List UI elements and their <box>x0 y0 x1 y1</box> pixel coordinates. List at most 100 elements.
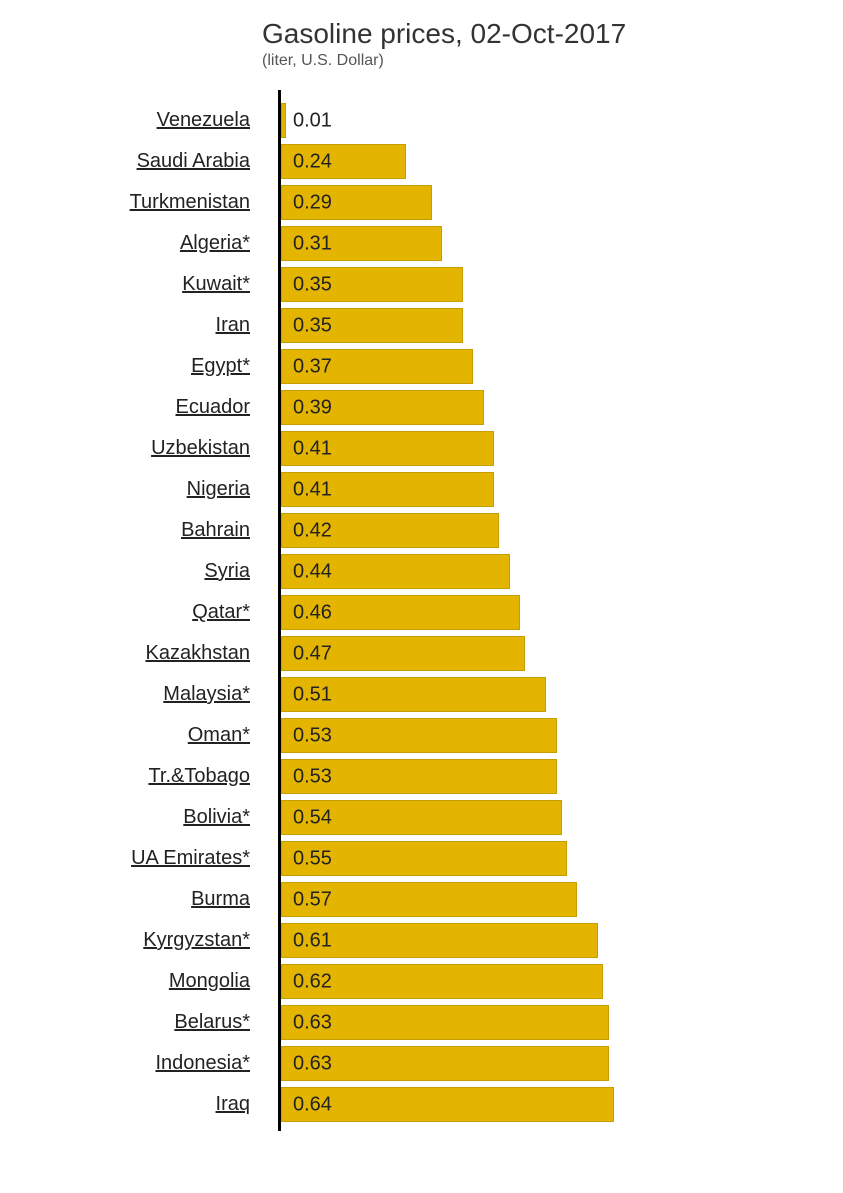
bar-value-label: 0.57 <box>293 888 332 911</box>
bar-value-label: 0.55 <box>293 847 332 870</box>
chart-row: Algeria* 0.31 <box>20 223 823 264</box>
chart-container: Gasoline prices, 02-Oct-2017 (liter, U.S… <box>0 0 843 1145</box>
row-label-cell: Belarus* <box>20 1011 268 1034</box>
row-label-cell: Ecuador <box>20 396 268 419</box>
bar-value-label: 0.31 <box>293 232 332 255</box>
bar-value-label: 0.63 <box>293 1052 332 1075</box>
chart-row: Kazakhstan 0.47 <box>20 633 823 674</box>
bar-cell: 0.41 <box>281 431 823 466</box>
country-link[interactable]: Oman* <box>188 724 250 746</box>
country-link[interactable]: Syria <box>204 560 250 582</box>
bar-value-label: 0.54 <box>293 806 332 829</box>
bar <box>281 103 286 138</box>
bar-cell: 0.35 <box>281 267 823 302</box>
country-link[interactable]: Iraq <box>216 1093 250 1115</box>
country-link[interactable]: Kuwait* <box>182 273 250 295</box>
row-label-cell: Qatar* <box>20 601 268 624</box>
bar-cell: 0.24 <box>281 144 823 179</box>
row-label-cell: Kyrgyzstan* <box>20 929 268 952</box>
chart-row: Ecuador 0.39 <box>20 387 823 428</box>
country-link[interactable]: Saudi Arabia <box>137 150 250 172</box>
country-link[interactable]: Ecuador <box>176 396 251 418</box>
chart-header: Gasoline prices, 02-Oct-2017 (liter, U.S… <box>262 18 823 70</box>
bar-cell: 0.63 <box>281 1005 823 1040</box>
country-link[interactable]: Indonesia* <box>155 1052 250 1074</box>
country-link[interactable]: Nigeria <box>187 478 250 500</box>
row-label-cell: Indonesia* <box>20 1052 268 1075</box>
row-label-cell: Oman* <box>20 724 268 747</box>
row-label-cell: Algeria* <box>20 232 268 255</box>
bar-cell: 0.29 <box>281 185 823 220</box>
country-link[interactable]: Malaysia* <box>163 683 250 705</box>
chart-row: Syria 0.44 <box>20 551 823 592</box>
country-link[interactable]: Turkmenistan <box>130 191 250 213</box>
chart-row: Indonesia* 0.63 <box>20 1043 823 1084</box>
row-label-cell: Iran <box>20 314 268 337</box>
bar-value-label: 0.53 <box>293 724 332 747</box>
row-label-cell: Turkmenistan <box>20 191 268 214</box>
chart-row: Nigeria 0.41 <box>20 469 823 510</box>
country-link[interactable]: Belarus* <box>174 1011 250 1033</box>
row-label-cell: Nigeria <box>20 478 268 501</box>
bar-value-label: 0.35 <box>293 273 332 296</box>
row-label-cell: Egypt* <box>20 355 268 378</box>
country-link[interactable]: Mongolia <box>169 970 250 992</box>
row-label-cell: Uzbekistan <box>20 437 268 460</box>
country-link[interactable]: Bolivia* <box>183 806 250 828</box>
chart-row: Uzbekistan 0.41 <box>20 428 823 469</box>
bar-value-label: 0.42 <box>293 519 332 542</box>
row-label-cell: Mongolia <box>20 970 268 993</box>
bar-cell: 0.62 <box>281 964 823 999</box>
row-label-cell: Tr.&Tobago <box>20 765 268 788</box>
country-link[interactable]: Tr.&Tobago <box>148 765 250 787</box>
row-label-cell: Malaysia* <box>20 683 268 706</box>
bar-value-label: 0.35 <box>293 314 332 337</box>
country-link[interactable]: Algeria* <box>180 232 250 254</box>
chart-row: Turkmenistan 0.29 <box>20 182 823 223</box>
row-label-cell: Bolivia* <box>20 806 268 829</box>
chart-row: Tr.&Tobago 0.53 <box>20 756 823 797</box>
bar-cell: 0.54 <box>281 800 823 835</box>
chart-row: Qatar* 0.46 <box>20 592 823 633</box>
row-label-cell: Kuwait* <box>20 273 268 296</box>
country-link[interactable]: Bahrain <box>181 519 250 541</box>
chart-row: Kyrgyzstan* 0.61 <box>20 920 823 961</box>
bar-value-label: 0.46 <box>293 601 332 624</box>
bar-value-label: 0.61 <box>293 929 332 952</box>
country-link[interactable]: Qatar* <box>192 601 250 623</box>
chart-row: Bahrain 0.42 <box>20 510 823 551</box>
chart-row: Oman* 0.53 <box>20 715 823 756</box>
country-link[interactable]: Iran <box>216 314 250 336</box>
bar-cell: 0.47 <box>281 636 823 671</box>
bar-value-label: 0.47 <box>293 642 332 665</box>
chart-row: UA Emirates* 0.55 <box>20 838 823 879</box>
chart-row: Burma 0.57 <box>20 879 823 920</box>
bar-cell: 0.01 <box>281 103 823 138</box>
country-link[interactable]: UA Emirates* <box>131 847 250 869</box>
bar-value-label: 0.64 <box>293 1093 332 1116</box>
country-link[interactable]: Burma <box>191 888 250 910</box>
bar-cell: 0.63 <box>281 1046 823 1081</box>
bar-value-label: 0.44 <box>293 560 332 583</box>
chart-row: Malaysia* 0.51 <box>20 674 823 715</box>
row-label-cell: Saudi Arabia <box>20 150 268 173</box>
row-label-cell: UA Emirates* <box>20 847 268 870</box>
bar-cell: 0.53 <box>281 759 823 794</box>
country-link[interactable]: Kyrgyzstan* <box>143 929 250 951</box>
chart-row: Mongolia 0.62 <box>20 961 823 1002</box>
bar-cell: 0.41 <box>281 472 823 507</box>
bar-cell: 0.46 <box>281 595 823 630</box>
bar-value-label: 0.51 <box>293 683 332 706</box>
country-link[interactable]: Uzbekistan <box>151 437 250 459</box>
bar-cell: 0.61 <box>281 923 823 958</box>
country-link[interactable]: Venezuela <box>157 109 250 131</box>
bar-value-label: 0.37 <box>293 355 332 378</box>
bar-cell: 0.37 <box>281 349 823 384</box>
country-link[interactable]: Egypt* <box>191 355 250 377</box>
chart-row: Saudi Arabia 0.24 <box>20 141 823 182</box>
chart-row: Bolivia* 0.54 <box>20 797 823 838</box>
country-link[interactable]: Kazakhstan <box>145 642 250 664</box>
bar-cell: 0.57 <box>281 882 823 917</box>
bar-cell: 0.39 <box>281 390 823 425</box>
chart-row: Iraq 0.64 <box>20 1084 823 1125</box>
